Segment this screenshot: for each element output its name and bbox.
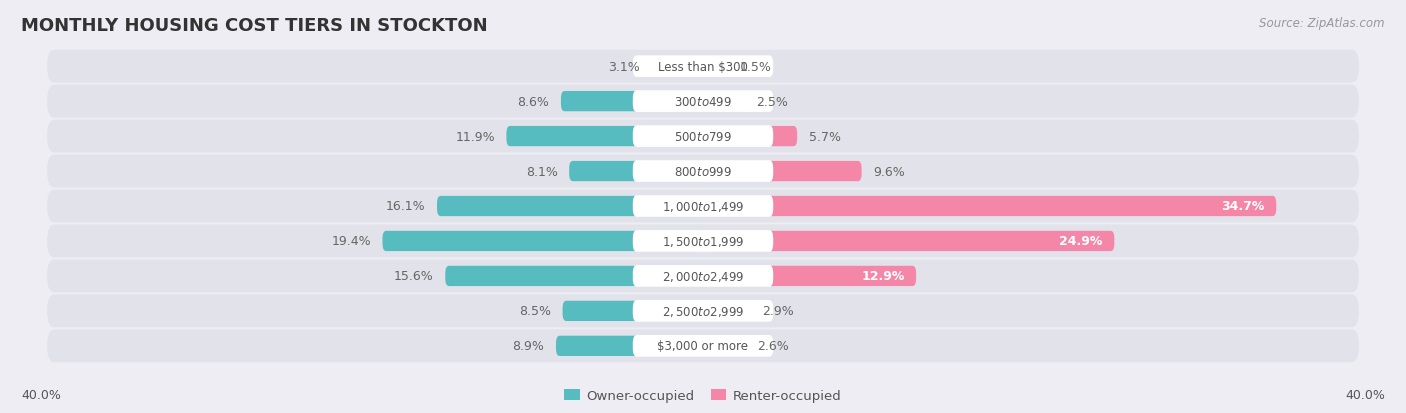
Text: 9.6%: 9.6% — [873, 165, 905, 178]
FancyBboxPatch shape — [437, 197, 703, 216]
Text: $1,000 to $1,499: $1,000 to $1,499 — [662, 199, 744, 214]
Text: $2,000 to $2,499: $2,000 to $2,499 — [662, 269, 744, 283]
Text: 24.9%: 24.9% — [1060, 235, 1102, 248]
Text: 8.5%: 8.5% — [519, 305, 551, 318]
FancyBboxPatch shape — [48, 330, 1358, 362]
FancyBboxPatch shape — [562, 301, 703, 321]
Text: Source: ZipAtlas.com: Source: ZipAtlas.com — [1260, 17, 1385, 29]
Text: 40.0%: 40.0% — [1346, 388, 1385, 401]
FancyBboxPatch shape — [382, 231, 703, 252]
Text: 34.7%: 34.7% — [1222, 200, 1264, 213]
Text: 8.9%: 8.9% — [513, 339, 544, 352]
Text: 15.6%: 15.6% — [394, 270, 433, 283]
FancyBboxPatch shape — [561, 92, 703, 112]
Text: 2.5%: 2.5% — [756, 95, 787, 108]
FancyBboxPatch shape — [633, 161, 773, 183]
FancyBboxPatch shape — [48, 260, 1358, 293]
FancyBboxPatch shape — [633, 91, 773, 113]
FancyBboxPatch shape — [48, 120, 1358, 153]
FancyBboxPatch shape — [48, 51, 1358, 83]
Text: $800 to $999: $800 to $999 — [673, 165, 733, 178]
FancyBboxPatch shape — [633, 126, 773, 147]
FancyBboxPatch shape — [633, 300, 773, 322]
Text: 12.9%: 12.9% — [862, 270, 904, 283]
FancyBboxPatch shape — [633, 335, 773, 357]
FancyBboxPatch shape — [48, 155, 1358, 188]
Text: 40.0%: 40.0% — [21, 388, 60, 401]
FancyBboxPatch shape — [633, 266, 773, 287]
FancyBboxPatch shape — [633, 230, 773, 252]
Text: 2.9%: 2.9% — [762, 305, 794, 318]
Text: 8.1%: 8.1% — [526, 165, 558, 178]
FancyBboxPatch shape — [703, 266, 917, 286]
Text: 11.9%: 11.9% — [456, 130, 495, 143]
FancyBboxPatch shape — [652, 57, 703, 77]
FancyBboxPatch shape — [506, 127, 703, 147]
FancyBboxPatch shape — [703, 301, 751, 321]
Text: Less than $300: Less than $300 — [658, 61, 748, 74]
Text: MONTHLY HOUSING COST TIERS IN STOCKTON: MONTHLY HOUSING COST TIERS IN STOCKTON — [21, 17, 488, 34]
FancyBboxPatch shape — [703, 92, 744, 112]
FancyBboxPatch shape — [48, 295, 1358, 328]
FancyBboxPatch shape — [633, 56, 773, 78]
Text: $500 to $799: $500 to $799 — [673, 130, 733, 143]
Text: $3,000 or more: $3,000 or more — [658, 339, 748, 352]
Text: $300 to $499: $300 to $499 — [673, 95, 733, 108]
FancyBboxPatch shape — [48, 225, 1358, 258]
Text: 19.4%: 19.4% — [332, 235, 371, 248]
FancyBboxPatch shape — [569, 161, 703, 182]
FancyBboxPatch shape — [48, 190, 1358, 223]
FancyBboxPatch shape — [703, 336, 747, 356]
FancyBboxPatch shape — [703, 161, 862, 182]
FancyBboxPatch shape — [703, 127, 797, 147]
FancyBboxPatch shape — [703, 197, 1277, 216]
Legend: Owner-occupied, Renter-occupied: Owner-occupied, Renter-occupied — [560, 384, 846, 407]
FancyBboxPatch shape — [48, 85, 1358, 118]
Text: 2.6%: 2.6% — [758, 339, 789, 352]
Text: 3.1%: 3.1% — [609, 61, 640, 74]
FancyBboxPatch shape — [446, 266, 703, 286]
Text: $2,500 to $2,999: $2,500 to $2,999 — [662, 304, 744, 318]
FancyBboxPatch shape — [555, 336, 703, 356]
FancyBboxPatch shape — [703, 57, 728, 77]
Text: 8.6%: 8.6% — [517, 95, 550, 108]
Text: 1.5%: 1.5% — [740, 61, 772, 74]
FancyBboxPatch shape — [633, 196, 773, 217]
FancyBboxPatch shape — [703, 231, 1115, 252]
Text: 16.1%: 16.1% — [385, 200, 426, 213]
Text: 5.7%: 5.7% — [808, 130, 841, 143]
Text: $1,500 to $1,999: $1,500 to $1,999 — [662, 235, 744, 248]
